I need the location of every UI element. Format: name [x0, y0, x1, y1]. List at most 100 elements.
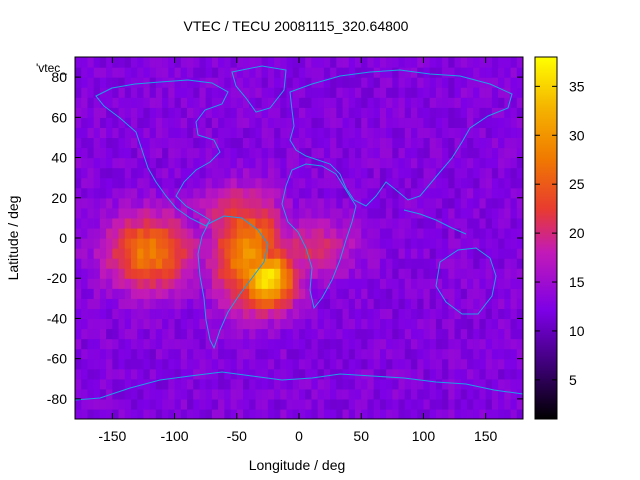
heatmap-cell [491, 157, 499, 169]
heatmap-cell [267, 358, 275, 370]
heatmap-cell [286, 328, 294, 340]
heatmap-cell [149, 388, 157, 400]
heatmap-cell [479, 157, 487, 169]
heatmap-cell [124, 227, 132, 239]
heatmap-cell [168, 398, 176, 410]
heatmap-cell [168, 67, 176, 78]
heatmap-cell [199, 328, 207, 340]
heatmap-cell [243, 227, 250, 239]
heatmap-cell [454, 57, 462, 68]
heatmap-cell [460, 238, 468, 249]
heatmap-cell [467, 378, 474, 390]
heatmap-cell [510, 318, 518, 330]
heatmap-cell [280, 318, 288, 330]
heatmap-cell [460, 358, 468, 370]
heatmap-cell [299, 57, 306, 68]
heatmap-cell [404, 238, 412, 249]
heatmap-cell [155, 298, 163, 309]
heatmap-cell [479, 398, 487, 410]
heatmap-cell [367, 298, 375, 309]
heatmap-cell [218, 137, 225, 149]
heatmap-cell [305, 328, 313, 340]
heatmap-cell [330, 147, 337, 159]
heatmap-cell [187, 328, 194, 340]
heatmap-cell [224, 207, 232, 219]
heatmap-cell [373, 298, 381, 309]
heatmap-cell [336, 328, 344, 340]
heatmap-cell [274, 97, 281, 108]
heatmap-cell [448, 368, 456, 380]
heatmap-cell [286, 127, 294, 139]
heatmap-cell [336, 248, 344, 259]
heatmap-cell [348, 77, 356, 88]
heatmap-cell [323, 248, 331, 259]
heatmap-cell [361, 338, 369, 350]
heatmap-cell [199, 57, 207, 68]
heatmap-cell [367, 248, 375, 259]
heatmap-cell [118, 328, 126, 340]
heatmap-cell [299, 107, 306, 118]
heatmap-cell [404, 308, 412, 320]
heatmap-cell [348, 348, 356, 360]
heatmap-cell [118, 308, 126, 320]
heatmap-cell [180, 318, 188, 330]
heatmap-cell [305, 318, 313, 330]
heatmap-cell [131, 358, 138, 370]
heatmap-cell [143, 338, 151, 350]
heatmap-cell [155, 87, 163, 98]
heatmap-cell [286, 77, 294, 88]
heatmap-cell [323, 187, 331, 199]
heatmap-cell [255, 67, 263, 78]
heatmap-cell [317, 378, 325, 390]
heatmap-cell [93, 97, 101, 108]
colorbar [534, 56, 558, 420]
heatmap-cell [448, 258, 456, 269]
heatmap-cell [261, 338, 269, 350]
heatmap-cell [236, 328, 244, 340]
heatmap-cell [255, 137, 263, 149]
heatmap-cell [193, 137, 201, 149]
heatmap-cell [81, 207, 89, 219]
heatmap-cell [112, 177, 120, 189]
heatmap-cell [485, 348, 493, 360]
heatmap-cell [230, 318, 238, 330]
heatmap-cell [93, 328, 101, 340]
heatmap-cell [379, 278, 387, 289]
heatmap-cell [355, 298, 362, 309]
heatmap-cell [292, 97, 300, 108]
heatmap-cell [454, 408, 462, 419]
heatmap-cell [274, 197, 281, 209]
heatmap-cell [205, 167, 213, 179]
heatmap-cell [75, 177, 82, 189]
heatmap-cell [423, 358, 431, 370]
heatmap-cell [243, 67, 250, 78]
heatmap-cell [124, 117, 132, 128]
heatmap-cell [379, 107, 387, 118]
heatmap-cell [379, 338, 387, 350]
heatmap-cell [342, 167, 350, 179]
heatmap-cell [355, 127, 362, 139]
heatmap-cell [367, 288, 375, 299]
heatmap-cell [174, 107, 182, 118]
heatmap-cell [106, 227, 113, 239]
heatmap-cell [193, 197, 201, 209]
heatmap-cell [491, 278, 499, 289]
heatmap-cell [199, 117, 207, 128]
heatmap-cell [286, 107, 294, 118]
heatmap-cell [255, 57, 263, 68]
heatmap-cell [211, 167, 219, 179]
heatmap-cell [261, 288, 269, 299]
heatmap-cell [317, 167, 325, 179]
heatmap-cell [174, 258, 182, 269]
heatmap-cell [330, 177, 337, 189]
heatmap-cell [137, 358, 145, 370]
heatmap-cell [473, 408, 481, 419]
heatmap-cell [398, 187, 406, 199]
heatmap-cell [168, 348, 176, 360]
heatmap-cell [510, 97, 518, 108]
heatmap-cell [218, 368, 225, 380]
heatmap-cell [261, 278, 269, 289]
heatmap-cell [211, 348, 219, 360]
heatmap-cell [267, 67, 275, 78]
heatmap-cell [249, 408, 257, 419]
